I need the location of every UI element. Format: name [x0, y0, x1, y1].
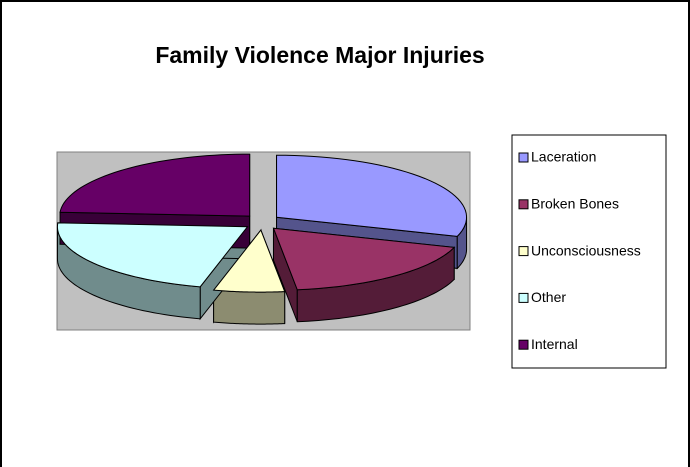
slice — [59, 153, 251, 217]
legend-label: Unconsciousness — [531, 242, 641, 258]
pie — [56, 153, 468, 325]
legend-swatch — [518, 199, 529, 210]
legend-swatch — [518, 292, 529, 303]
legend-label: Broken Bones — [531, 196, 619, 212]
legend-swatch — [518, 339, 529, 350]
slice-side — [213, 289, 286, 325]
legend — [511, 134, 667, 369]
slice — [56, 222, 249, 288]
slice — [212, 229, 286, 293]
legend-entries: Laceration Broken Bones Unconsciousness Oth… — [518, 149, 641, 352]
slice — [276, 154, 468, 237]
slice — [272, 227, 456, 291]
legend-swatch — [518, 246, 529, 257]
chart-title: Family Violence Major Injuries — [155, 42, 484, 68]
legend-label: Other — [531, 289, 566, 305]
legend-label: Laceration — [531, 149, 596, 165]
legend-label: Internal — [531, 336, 578, 352]
legend-swatch — [518, 152, 529, 163]
